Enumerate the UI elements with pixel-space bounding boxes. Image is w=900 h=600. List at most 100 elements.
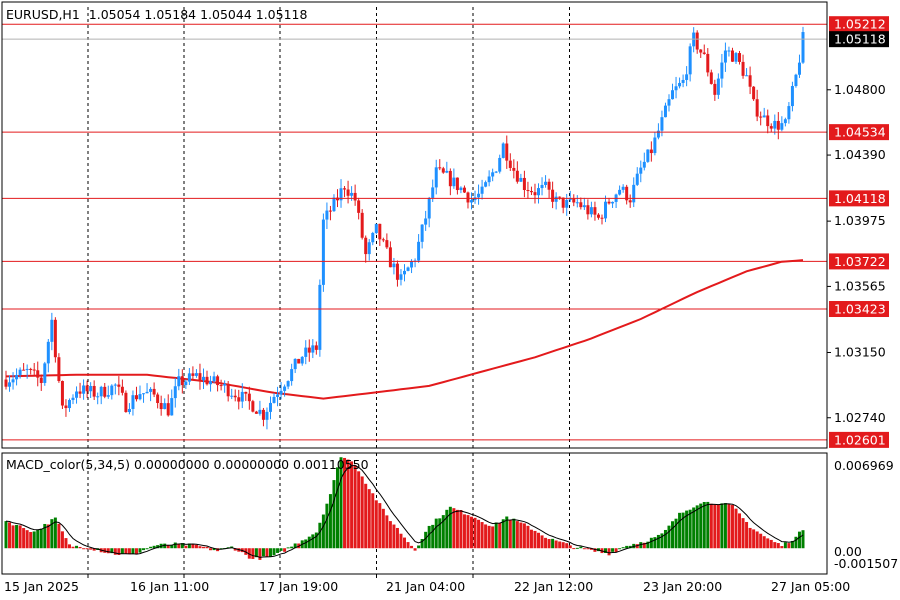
candle xyxy=(579,197,583,210)
macd-bar xyxy=(247,548,251,559)
time-tick-label: 21 Jan 04:00 xyxy=(386,579,465,594)
macd-bar xyxy=(431,524,435,549)
macd-bar xyxy=(537,532,541,549)
candle xyxy=(177,368,181,391)
candle xyxy=(611,201,615,208)
candle xyxy=(131,390,135,416)
candle xyxy=(646,149,650,163)
macd-bar xyxy=(226,547,230,549)
macd-bar xyxy=(427,525,431,549)
macd-bar xyxy=(473,517,477,549)
macd-bar xyxy=(413,548,417,551)
candle xyxy=(420,224,424,249)
moving-average-layer xyxy=(5,259,804,400)
candlestick-layer xyxy=(4,26,805,430)
macd-bar xyxy=(205,546,209,549)
macd-bar xyxy=(138,548,142,553)
macd-bar xyxy=(586,548,590,550)
macd-bar xyxy=(533,530,537,549)
candle xyxy=(797,54,801,78)
candle xyxy=(649,141,653,162)
candle xyxy=(103,382,107,399)
candle xyxy=(216,374,220,392)
candle xyxy=(713,79,717,101)
macd-bar xyxy=(727,504,731,549)
macd-bar xyxy=(410,545,414,549)
candle xyxy=(127,403,131,415)
macd-bar xyxy=(766,538,770,549)
macd-bar xyxy=(78,546,82,549)
candle xyxy=(547,178,551,198)
macd-bar xyxy=(420,538,424,549)
macd-bar xyxy=(360,476,364,549)
moving-average-line xyxy=(5,259,804,400)
macd-bar xyxy=(265,548,269,557)
price-axis-layer: 1.04800 1.04390 1.03975 1.03565 1.03150 1.027… xyxy=(827,82,886,425)
macd-bar xyxy=(156,545,160,549)
macd-bar xyxy=(470,516,474,549)
candle xyxy=(110,384,114,400)
candle xyxy=(600,214,604,225)
candle xyxy=(653,132,657,156)
macd-bar xyxy=(515,521,519,549)
macd-bar xyxy=(350,461,354,549)
macd-bar xyxy=(484,524,488,549)
macd-bar xyxy=(480,522,484,549)
candle xyxy=(695,30,699,54)
macd-bar xyxy=(357,471,361,549)
macd-bar xyxy=(332,480,336,549)
candle xyxy=(529,186,533,196)
macd-bar xyxy=(32,531,36,549)
macd-bar xyxy=(575,547,579,549)
time-tick-label: 23 Jan 20:00 xyxy=(643,579,722,594)
macd-bar xyxy=(438,518,442,549)
level-tag-label: 1.04118 xyxy=(834,191,886,206)
macd-bar xyxy=(194,544,198,549)
candle xyxy=(551,181,555,209)
candle xyxy=(491,168,495,182)
macd-bar xyxy=(85,548,89,550)
macd-bar xyxy=(723,503,727,549)
candle xyxy=(533,183,537,204)
macd-bar xyxy=(730,504,734,549)
candle xyxy=(498,154,502,174)
price-tick-label: 1.03975 xyxy=(834,213,886,228)
level-tag xyxy=(829,190,889,207)
candle xyxy=(25,364,29,379)
macd-bar xyxy=(709,503,713,549)
candle xyxy=(318,279,322,357)
macd-bar xyxy=(780,546,784,549)
candle xyxy=(173,378,177,408)
macd-bar xyxy=(353,465,357,549)
candle xyxy=(247,386,251,410)
candle xyxy=(205,370,209,386)
candle xyxy=(149,387,153,402)
macd-bar xyxy=(787,543,791,549)
price-tick-label: 1.04390 xyxy=(834,147,886,162)
macd-bar xyxy=(46,524,50,549)
macd-bar xyxy=(43,523,47,549)
candle xyxy=(709,69,713,85)
macd-bar xyxy=(201,546,205,549)
candle xyxy=(339,179,343,208)
macd-bar xyxy=(177,543,181,549)
candle xyxy=(184,379,188,389)
macd-bar xyxy=(519,522,523,549)
macd-bar xyxy=(89,548,93,550)
macd-bar xyxy=(776,543,780,549)
macd-bar xyxy=(170,544,174,549)
candle xyxy=(526,181,530,199)
candle xyxy=(681,74,685,88)
macd-bar xyxy=(198,546,202,549)
macd-bar xyxy=(173,542,177,549)
macd-axis-label: 0.00 xyxy=(834,544,862,559)
macd-bar xyxy=(565,543,569,549)
macd-bar xyxy=(152,545,156,549)
macd-bar xyxy=(487,525,491,549)
candle xyxy=(99,385,103,405)
macd-bar xyxy=(512,518,516,549)
macd-bar xyxy=(209,548,213,551)
candle xyxy=(706,48,710,77)
